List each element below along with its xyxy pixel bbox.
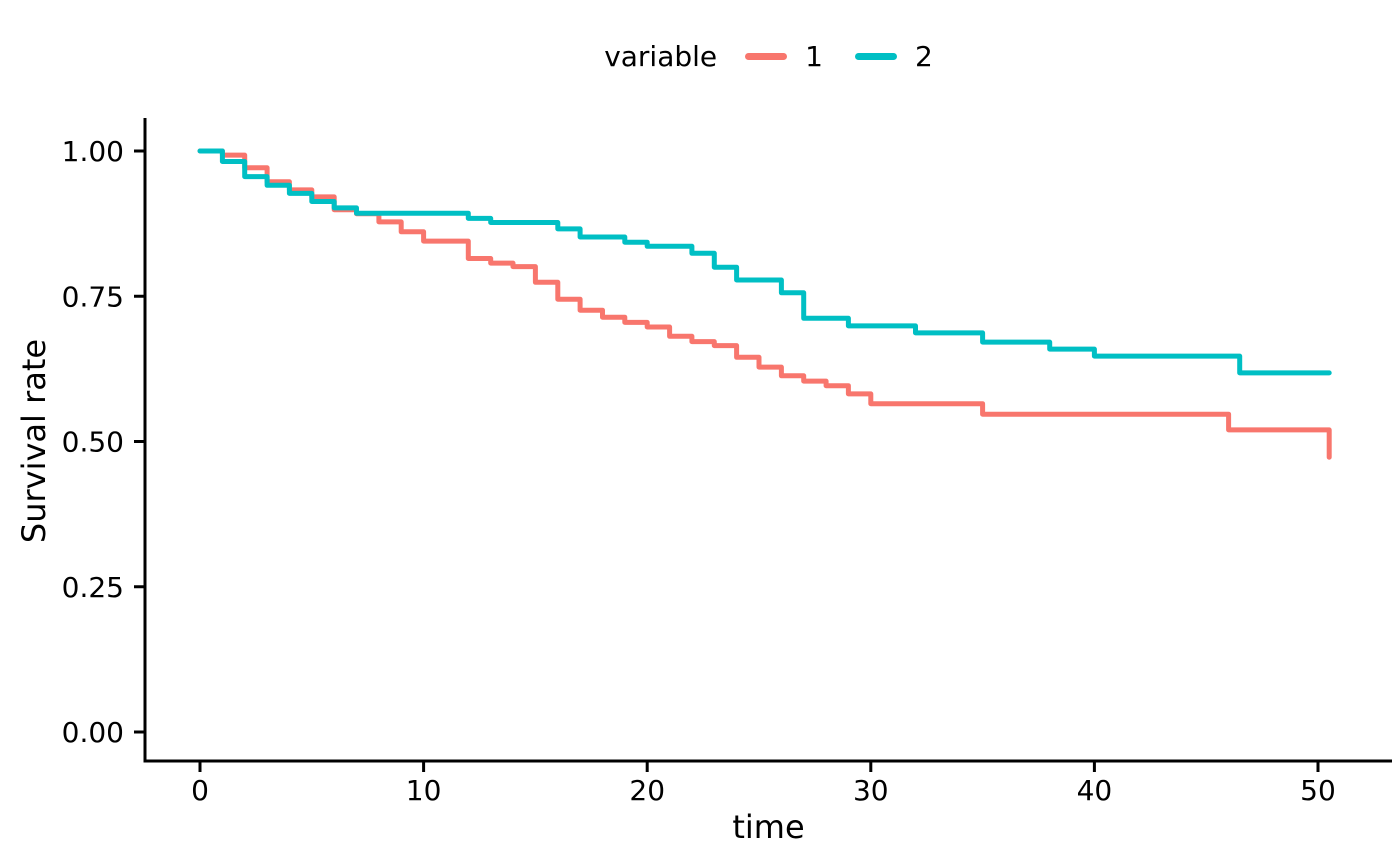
x-tick-label: 0: [191, 774, 209, 807]
survival-curve-1[interactable]: [197, 148, 1332, 460]
legend-label-series-2: 2: [914, 39, 933, 73]
survival-curve-2[interactable]: [197, 148, 1332, 376]
y-tick-label: 0.75: [62, 280, 124, 313]
y-tick-label: 0.25: [62, 571, 124, 604]
legend-entry-series-2[interactable]: 2: [854, 39, 933, 73]
x-tick-label: 10: [406, 774, 442, 807]
x-tick-label: 50: [1300, 774, 1336, 807]
y-tick-label: 0.50: [62, 426, 124, 459]
legend-entry-series-1[interactable]: 1: [745, 40, 823, 73]
legend: variable 1 2: [145, 39, 1392, 73]
x-tick-label: 30: [853, 774, 889, 807]
legend-key-series-2-line-icon: [854, 52, 897, 60]
y-tick-label: 0.00: [62, 716, 124, 749]
legend-title: variable: [604, 39, 718, 73]
x-tick-label: 20: [629, 774, 665, 807]
legend-label-series-1: 1: [805, 39, 823, 73]
y-tick-label: 1.00: [62, 135, 124, 168]
x-axis-title: time: [732, 808, 805, 846]
x-tick-label: 40: [1077, 774, 1113, 807]
legend-key-series-1-line-icon: [745, 52, 788, 60]
